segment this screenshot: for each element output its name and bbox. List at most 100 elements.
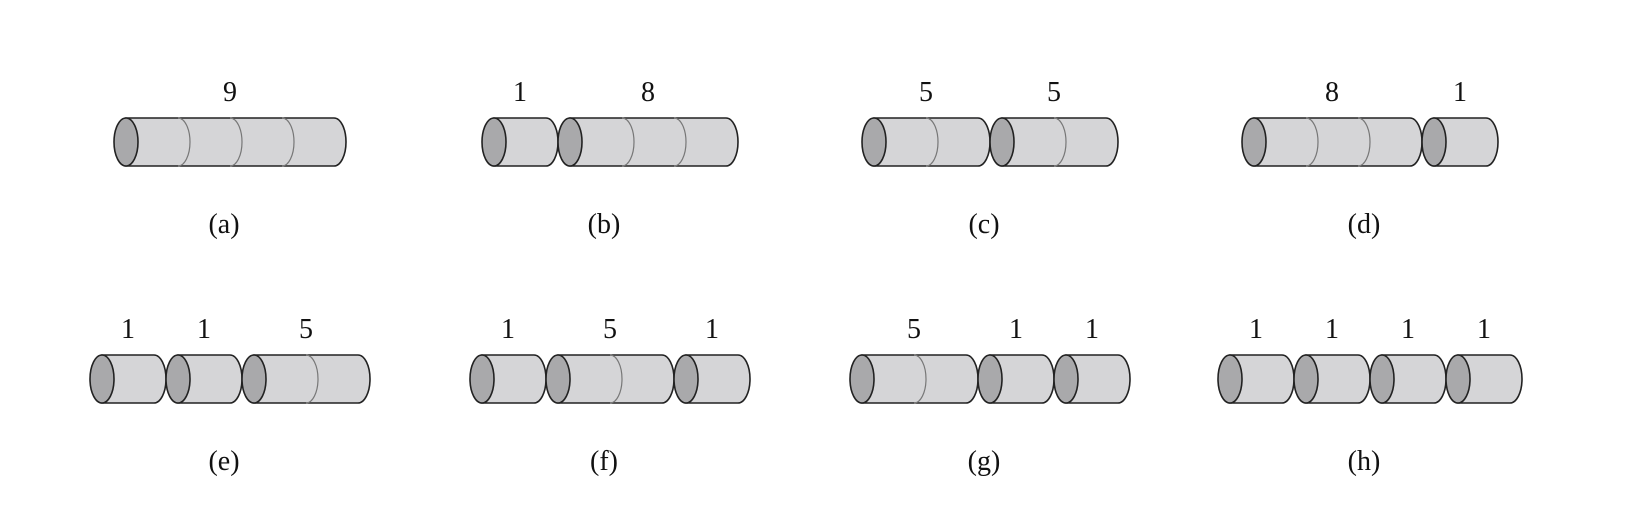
rod-end-cap <box>849 354 875 404</box>
panels-group: 9(a)1 8(b)5 5(c)8 1(d)1 1 5(e)1 5 1(f)5 1 1(g)1 1 1… <box>89 77 1523 477</box>
piece-price: 1 <box>1085 314 1099 345</box>
rod-body <box>1433 117 1499 167</box>
piece-price: 9 <box>223 77 237 108</box>
piece-price: 1 <box>1325 314 1339 345</box>
panel: 1 5 1 (f) <box>469 314 751 477</box>
segment-line <box>229 117 243 167</box>
rod-body <box>1457 354 1523 404</box>
panel: 5 5 (c) <box>861 77 1119 240</box>
segment-line <box>177 117 191 167</box>
piece-price: 5 <box>919 77 933 108</box>
rod-end-cap <box>1369 354 1395 404</box>
panel: 8 1 (d) <box>1241 77 1499 240</box>
panel-caption: (e) <box>208 446 239 477</box>
piece-price: 1 <box>501 314 515 345</box>
rod-body <box>861 354 979 404</box>
rod-piece: 5 <box>861 77 991 167</box>
rod-end-cap <box>1241 117 1267 167</box>
segment-line <box>1305 117 1319 167</box>
segment-line <box>1357 117 1371 167</box>
rod-end-cap <box>673 354 699 404</box>
rod-end-cap <box>89 354 115 404</box>
segment-line <box>305 354 319 404</box>
panel: 1 1 5 (e) <box>89 314 371 477</box>
segment-line <box>913 354 927 404</box>
rod-piece: 1 <box>1445 314 1523 404</box>
panel-caption: (a) <box>208 209 239 240</box>
panel: 9 (a) <box>113 77 347 240</box>
rod-piece: 1 <box>1217 314 1295 404</box>
rod-end-cap <box>1445 354 1471 404</box>
rod-piece: 8 <box>1241 77 1423 167</box>
piece-price: 1 <box>1453 77 1467 108</box>
panel: 1 1 1 1 (h) <box>1217 314 1523 477</box>
rod-end-cap <box>1053 354 1079 404</box>
rod-piece: 5 <box>849 314 979 404</box>
rod-body <box>253 354 371 404</box>
rod-piece: 1 <box>673 314 751 404</box>
rod-end-cap <box>989 117 1015 167</box>
rod-body <box>569 117 739 167</box>
rod-end-cap <box>1421 117 1447 167</box>
rod-end-cap <box>241 354 267 404</box>
panel-caption: (g) <box>968 446 1001 477</box>
panel: 1 8 (b) <box>481 77 739 240</box>
piece-price: 8 <box>641 77 655 108</box>
rod-end-cap <box>469 354 495 404</box>
rod-body <box>873 117 991 167</box>
segment-line <box>609 354 623 404</box>
rod-body <box>1065 354 1131 404</box>
segment-line <box>1053 117 1067 167</box>
panel-caption: (b) <box>588 209 621 240</box>
rod-end-cap <box>165 354 191 404</box>
segment-line <box>673 117 687 167</box>
piece-price: 5 <box>603 314 617 345</box>
panel-caption: (d) <box>1348 209 1381 240</box>
panel-caption: (f) <box>590 446 618 477</box>
rod-end-cap <box>481 117 507 167</box>
rod-piece: 1 <box>1369 314 1447 404</box>
segment-line <box>281 117 295 167</box>
piece-price: 8 <box>1325 77 1339 108</box>
segment-line <box>621 117 635 167</box>
rod-body <box>1001 117 1119 167</box>
rod-piece: 1 <box>1421 77 1499 167</box>
rod-end-cap <box>557 117 583 167</box>
rod-body <box>557 354 675 404</box>
rod-piece: 8 <box>557 77 739 167</box>
rod-end-cap <box>977 354 1003 404</box>
rod-piece: 5 <box>241 314 371 404</box>
rod-piece: 1 <box>977 314 1055 404</box>
rod-piece: 5 <box>989 77 1119 167</box>
panel-caption: (c) <box>968 209 999 240</box>
rod-end-cap <box>1217 354 1243 404</box>
rod-end-cap <box>545 354 571 404</box>
piece-price: 1 <box>121 314 135 345</box>
rod-piece: 1 <box>1293 314 1371 404</box>
rod-piece: 5 <box>545 314 675 404</box>
rod-body <box>685 354 751 404</box>
rod-piece: 1 <box>165 314 243 404</box>
rod-end-cap <box>1293 354 1319 404</box>
rod-piece: 1 <box>1053 314 1131 404</box>
rod-piece: 9 <box>113 77 347 167</box>
rod-end-cap <box>113 117 139 167</box>
rod-body <box>125 117 347 167</box>
rod-body <box>1253 117 1423 167</box>
segment-line <box>925 117 939 167</box>
panel: 5 1 1 (g) <box>849 314 1131 477</box>
piece-price: 5 <box>907 314 921 345</box>
rod-piece: 1 <box>89 314 167 404</box>
rod-piece: 1 <box>481 77 559 167</box>
piece-price: 1 <box>1249 314 1263 345</box>
piece-price: 1 <box>197 314 211 345</box>
rod-piece: 1 <box>469 314 547 404</box>
piece-price: 1 <box>1401 314 1415 345</box>
rod-end-cap <box>861 117 887 167</box>
piece-price: 1 <box>1009 314 1023 345</box>
piece-price: 1 <box>513 77 527 108</box>
panel-caption: (h) <box>1348 446 1381 477</box>
piece-price: 1 <box>1477 314 1491 345</box>
piece-price: 5 <box>1047 77 1061 108</box>
